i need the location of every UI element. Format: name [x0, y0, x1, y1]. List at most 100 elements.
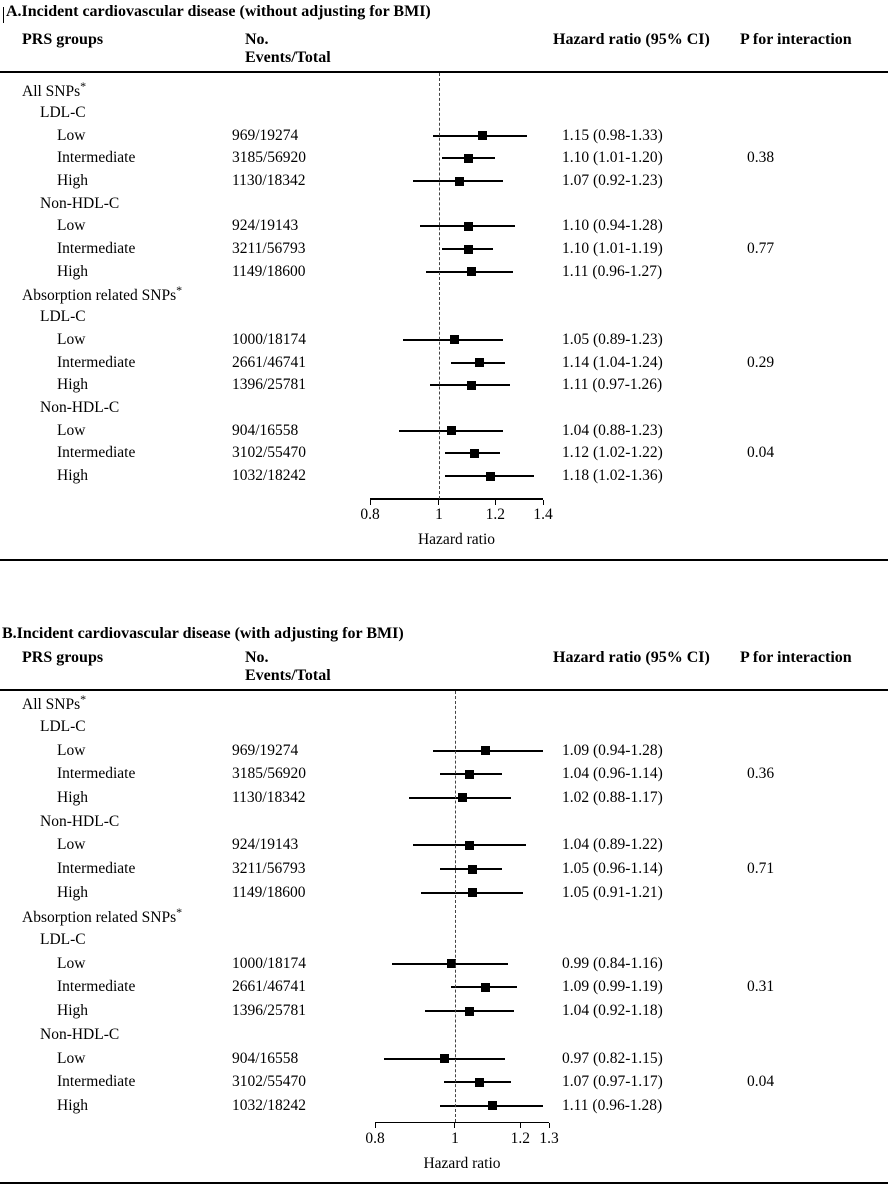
- events-total-value: 3211/56793: [232, 240, 306, 258]
- hazard-ratio-text: 1.10 (0.94-1.28): [562, 217, 663, 235]
- plot-cell: [340, 102, 560, 125]
- row-label: All SNPs: [22, 83, 81, 101]
- hazard-ratio-text: 1.09 (0.99-1.19): [562, 978, 663, 996]
- plot-cell: [340, 1023, 560, 1047]
- p-value: 0.31: [747, 978, 775, 996]
- plot-cell: [340, 238, 560, 261]
- hazard-ratio-text: 1.04 (0.89-1.22): [562, 836, 663, 854]
- events-total-value: 924/19143: [232, 217, 299, 235]
- row-label: High: [57, 376, 88, 394]
- row-label: High: [57, 172, 88, 190]
- p-value: 0.29: [747, 353, 775, 371]
- x-axis-label: Hazard ratio: [423, 1154, 501, 1172]
- column-headers: PRS groups No. Events/Total Hazard ratio…: [0, 31, 888, 67]
- plot-cell: [340, 999, 560, 1023]
- plot-cell: [340, 905, 560, 929]
- plot-cell: [340, 881, 560, 905]
- hr-marker: [449, 335, 459, 345]
- hr-marker: [474, 1077, 484, 1087]
- events-total-value: 3102/55470: [232, 1073, 307, 1091]
- plot-cell: [340, 419, 560, 442]
- group-row: Absorption related SNPs*: [0, 283, 888, 306]
- subgroup-row: Non-HDL-C: [0, 1023, 888, 1047]
- hazard-ratio-text: 1.11 (0.97-1.26): [562, 376, 663, 394]
- forest-row-low: Low 904/16558 1.04 (0.88-1.23): [0, 419, 888, 442]
- events-total-value: 3185/56920: [232, 149, 307, 167]
- plot-cell: [340, 351, 560, 374]
- header-prs-groups: PRS groups: [22, 649, 104, 667]
- header-rule: [0, 689, 888, 692]
- plot-cell: [340, 79, 560, 102]
- subgroup-row: LDL-C: [0, 306, 888, 329]
- x-axis-label: Hazard ratio: [417, 531, 496, 549]
- axis-tick: [369, 499, 371, 505]
- hr-marker: [481, 982, 491, 992]
- axis-tick-label: 0.8: [365, 1129, 385, 1147]
- hr-marker: [466, 267, 476, 277]
- row-label: Non-HDL-C: [40, 398, 120, 416]
- axis-tick: [374, 1123, 376, 1129]
- header-plot-spacer: [340, 31, 560, 67]
- row-label: Low: [57, 217, 86, 235]
- hr-marker: [464, 840, 474, 850]
- axis-tick-label: 1.3: [539, 1129, 559, 1147]
- axis-tick: [548, 1123, 550, 1129]
- axis-line: [375, 1121, 549, 1124]
- subgroup-row: LDL-C: [0, 928, 888, 952]
- forest-row-high: High 1032/18242 1.11 (0.96-1.28): [0, 1094, 888, 1118]
- row-label: Intermediate: [57, 860, 136, 878]
- hr-marker: [464, 1006, 474, 1016]
- forest-row-intermediate: Intermediate 3211/56793 1.10 (1.01-1.19)…: [0, 238, 888, 261]
- reference-line: [454, 691, 456, 1123]
- events-total-value: 969/19274: [232, 126, 299, 144]
- events-total-value: 1032/18242: [232, 467, 307, 485]
- plot-cell: [340, 739, 560, 763]
- hr-marker: [466, 380, 476, 390]
- hazard-ratio-text: 1.07 (0.97-1.17): [562, 1073, 663, 1091]
- forest-row-low: Low 1000/18174 0.99 (0.84-1.16): [0, 952, 888, 976]
- plot-cell: [340, 147, 560, 170]
- plot-cell: [340, 306, 560, 329]
- hazard-ratio-text: 1.04 (0.92-1.18): [562, 1002, 663, 1020]
- header-hazard-ratio: Hazard ratio (95% CI): [553, 649, 710, 667]
- hr-marker: [446, 959, 456, 969]
- forest-row-low: Low 904/16558 0.97 (0.82-1.15): [0, 1047, 888, 1071]
- title-left-tick: [3, 7, 4, 23]
- forest-row-low: Low 969/19274 1.09 (0.94-1.28): [0, 739, 888, 763]
- hazard-ratio-text: 1.04 (0.88-1.23): [562, 421, 663, 439]
- forest-row-high: High 1396/25781 1.11 (0.97-1.26): [0, 374, 888, 397]
- plot-cell: [340, 1047, 560, 1071]
- p-value: 0.04: [747, 444, 775, 462]
- hazard-ratio-text: 1.11 (0.96-1.28): [562, 1096, 663, 1114]
- events-total-value: 1149/18600: [232, 262, 306, 280]
- header-events-total: No. Events/Total: [245, 649, 331, 685]
- hr-marker: [469, 448, 479, 458]
- hr-marker: [463, 221, 473, 231]
- header-plot-spacer: [340, 649, 560, 685]
- hazard-ratio-text: 0.99 (0.84-1.16): [562, 954, 663, 972]
- header-p-interaction: P for interaction: [740, 31, 852, 48]
- axis-tick-label: 1: [435, 506, 443, 524]
- row-label: Non-HDL-C: [40, 812, 120, 830]
- events-total-value: 2661/46741: [232, 353, 307, 371]
- forest-row-low: Low 969/19274 1.15 (0.98-1.33): [0, 124, 888, 147]
- plot-cell: [340, 952, 560, 976]
- row-label: Low: [57, 741, 86, 759]
- hr-marker: [463, 153, 473, 163]
- row-label: High: [57, 1002, 88, 1020]
- plot-cell: [340, 762, 560, 786]
- plot-cell: [340, 857, 560, 881]
- asterisk-superscript: *: [176, 905, 183, 920]
- hazard-ratio-text: 1.18 (1.02-1.36): [562, 467, 663, 485]
- row-label: Low: [57, 954, 86, 972]
- hazard-ratio-text: 1.02 (0.88-1.17): [562, 788, 663, 806]
- hr-marker: [455, 176, 465, 186]
- axis-tick: [438, 499, 440, 505]
- forest-row-low: Low 1000/18174 1.05 (0.89-1.23): [0, 329, 888, 352]
- hazard-ratio-text: 1.05 (0.89-1.23): [562, 330, 663, 348]
- axis-tick: [542, 499, 544, 505]
- hr-marker: [485, 471, 495, 481]
- hazard-ratio-text: 1.05 (0.96-1.14): [562, 860, 663, 878]
- header-prs-groups: PRS groups: [22, 31, 104, 48]
- forest-row-high: High 1149/18600 1.11 (0.96-1.27): [0, 261, 888, 284]
